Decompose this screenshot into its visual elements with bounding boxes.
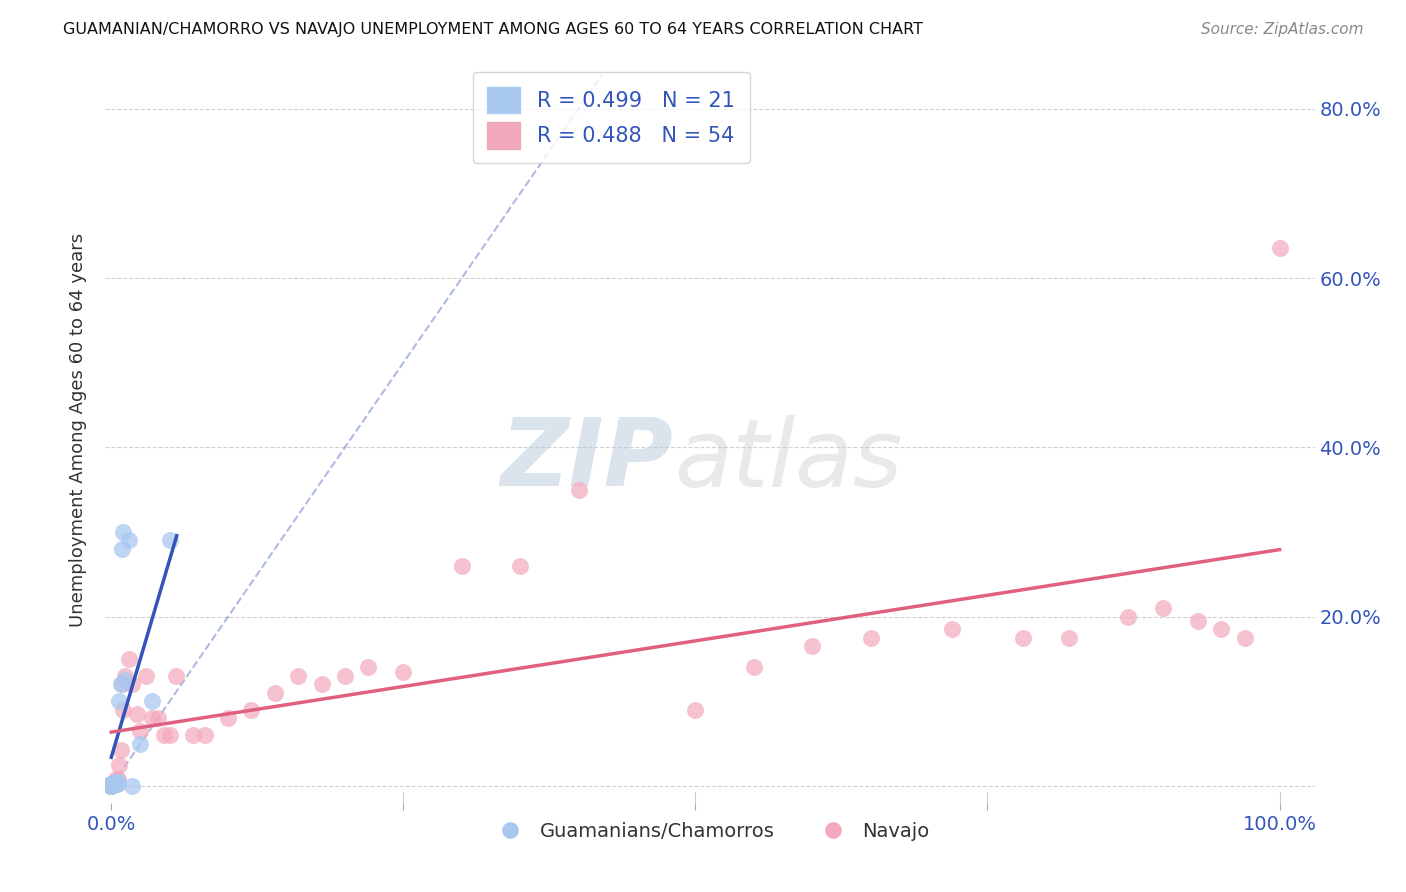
Point [1059,631,1081,645]
Point [141,711,163,725]
Text: Source: ZipAtlas.com: Source: ZipAtlas.com [1201,22,1364,37]
Point [135,669,157,683]
Text: GUAMANIAN/CHAMORRO VS NAVAJO UNEMPLOYMENT AMONG AGES 60 TO 64 YEARS CORRELATION : GUAMANIAN/CHAMORRO VS NAVAJO UNEMPLOYMEN… [63,22,924,37]
Point [159,533,181,548]
Point [217,711,239,725]
Point [141,694,163,708]
Point [100,777,122,791]
Point [100,779,122,793]
Text: atlas: atlas [673,415,903,506]
Point [121,779,143,793]
Point [107,774,129,789]
Point [104,774,127,789]
Point [357,660,380,674]
Point [685,703,707,717]
Point [1116,609,1139,624]
Point [1211,622,1233,636]
Point [146,711,169,725]
Point [100,777,122,791]
Point [111,703,134,717]
Point [742,660,765,674]
Point [111,541,134,556]
Point [100,779,122,793]
Point [1152,601,1174,615]
Point [1233,631,1256,645]
Point [263,686,285,700]
Point [100,777,122,791]
Point [240,703,263,717]
Y-axis label: Unemployment Among Ages 60 to 64 years: Unemployment Among Ages 60 to 64 years [69,234,87,627]
Point [118,533,141,548]
Point [125,706,148,721]
Text: ZIP: ZIP [501,414,673,506]
Point [103,777,125,791]
Point [104,777,127,791]
Point [159,728,181,742]
Point [111,677,134,691]
Point [333,669,356,683]
Point [392,665,415,679]
Point [104,774,127,789]
Point [105,777,128,791]
Point [311,677,333,691]
Point [110,677,132,691]
Point [194,728,217,742]
Point [108,757,131,772]
Point [287,669,309,683]
Point [153,728,176,742]
Point [121,677,143,691]
Point [114,669,136,683]
Point [118,652,141,666]
Point [100,779,122,793]
Point [450,558,472,573]
Point [105,777,128,791]
Point [859,631,882,645]
Point [100,777,122,791]
Point [1011,631,1033,645]
Point [509,558,531,573]
Point [801,639,824,653]
Point [181,728,204,742]
Point [941,622,963,636]
Point [129,723,152,738]
Point [1268,241,1291,255]
Point [104,777,127,791]
Point [100,779,122,793]
Point [568,483,591,497]
Point [114,673,136,687]
Legend: Guamanians/Chamorros, Navajo: Guamanians/Chamorros, Navajo [484,814,936,849]
Point [104,772,127,786]
Point [111,524,134,539]
Point [1187,614,1209,628]
Point [100,777,122,791]
Point [165,669,187,683]
Point [108,694,131,708]
Point [110,743,132,757]
Point [129,737,152,751]
Point [107,772,129,786]
Point [100,779,122,793]
